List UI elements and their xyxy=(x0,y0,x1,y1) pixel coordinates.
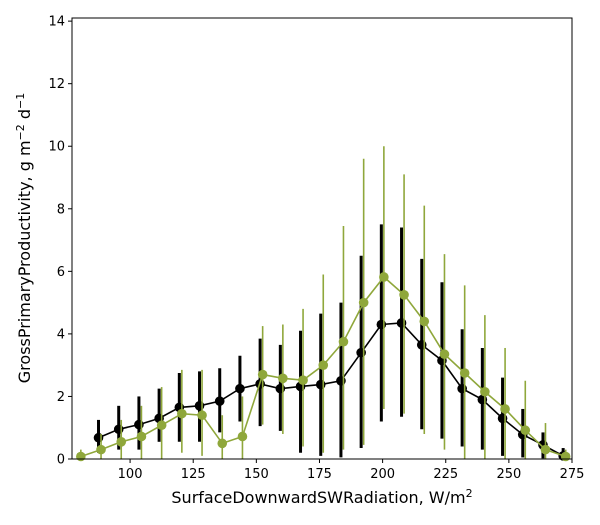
x-tick-label-3: 175 xyxy=(307,467,332,482)
series-0-point-1 xyxy=(113,424,124,435)
y-axis-label-main: GrossPrimaryProductivity, g m xyxy=(15,140,34,383)
series-0-point-0 xyxy=(93,432,104,443)
x-tick-label-5: 225 xyxy=(433,467,458,482)
y-tick-label-7: 14 xyxy=(48,15,65,30)
x-ticks: 100 125 150 175 200 225 250 275 xyxy=(118,459,585,482)
series-0-point-16 xyxy=(416,340,427,350)
series-1-point-18 xyxy=(439,349,450,360)
series-1-point-16 xyxy=(399,289,409,300)
series-1-point-24 xyxy=(560,451,571,462)
series-0-point-6 xyxy=(214,396,225,406)
series-1-point-7 xyxy=(217,438,228,449)
y-axis-label-superscript-2: −1 xyxy=(14,93,27,109)
series-1-point-21 xyxy=(500,404,510,414)
y-tick-label-3: 6 xyxy=(57,265,65,280)
series-0-point-12 xyxy=(336,376,346,386)
series-1-point-11 xyxy=(298,375,308,385)
x-tick-label-6: 250 xyxy=(496,467,521,482)
series-1-point-2 xyxy=(116,436,127,447)
series-0-point-11 xyxy=(315,379,326,390)
y-tick-label-6: 12 xyxy=(48,77,65,92)
series-1-point-19 xyxy=(459,368,470,378)
x-tick-label-2: 150 xyxy=(244,467,269,482)
x-tick-label-7: 275 xyxy=(560,467,585,482)
series-0-point-2 xyxy=(134,419,144,430)
series-1-point-12 xyxy=(318,360,329,370)
series-0-point-5 xyxy=(194,401,205,411)
x-tick-label-0: 100 xyxy=(118,467,143,482)
series-1-point-14 xyxy=(358,297,369,308)
series-0-point-18 xyxy=(457,383,467,394)
series-1-point-15 xyxy=(379,272,389,282)
series-1-point-20 xyxy=(480,386,490,397)
series-1-point-23 xyxy=(540,444,551,455)
series-1-point-10 xyxy=(278,373,288,384)
y-tick-label-1: 2 xyxy=(57,390,65,405)
y-axis-label: GrossPrimaryProductivity, g m−2 d−1 xyxy=(14,93,34,383)
series-1-point-22 xyxy=(520,425,531,436)
y-tick-label-5: 10 xyxy=(48,140,65,155)
y-axis-label-mid: d xyxy=(15,109,34,124)
y-axis-label-superscript-1: −2 xyxy=(14,124,27,140)
series-1-point-0 xyxy=(76,451,86,462)
series-1-point-8 xyxy=(237,431,248,442)
x-axis-label-superscript: 2 xyxy=(466,487,473,500)
series-0-point-13 xyxy=(356,347,366,358)
series-0-point-15 xyxy=(396,318,407,328)
plot-frame xyxy=(71,17,573,460)
y-tick-label-0: 0 xyxy=(57,453,65,468)
y-tick-label-4: 8 xyxy=(57,202,65,217)
x-tick-label-4: 200 xyxy=(370,467,395,482)
x-axis-label: SurfaceDownwardSWRadiation, W/m2 xyxy=(171,487,472,507)
series-1-point-3 xyxy=(136,431,147,442)
series-1-point-4 xyxy=(156,420,167,431)
x-axis-label-main: SurfaceDownwardSWRadiation, W/m xyxy=(171,488,465,507)
series-1-point-1 xyxy=(96,444,106,455)
series-1 xyxy=(76,146,571,462)
series-0-point-9 xyxy=(275,383,286,394)
series-0-point-20 xyxy=(497,413,508,424)
series-0-point-14 xyxy=(376,319,387,330)
y-tick-label-2: 4 xyxy=(57,327,65,342)
series-1-point-6 xyxy=(197,410,207,421)
series-0 xyxy=(93,224,568,461)
series-1-point-17 xyxy=(419,316,430,327)
x-tick-label-1: 125 xyxy=(181,467,206,482)
series-0-point-7 xyxy=(235,383,245,394)
series-1-point-13 xyxy=(338,336,349,347)
series-layer xyxy=(76,146,571,462)
y-ticks: 0 2 4 6 8 10 12 14 xyxy=(48,15,72,468)
series-1-point-5 xyxy=(177,408,187,419)
series-0-line xyxy=(98,322,564,457)
series-1-point-9 xyxy=(257,369,268,380)
